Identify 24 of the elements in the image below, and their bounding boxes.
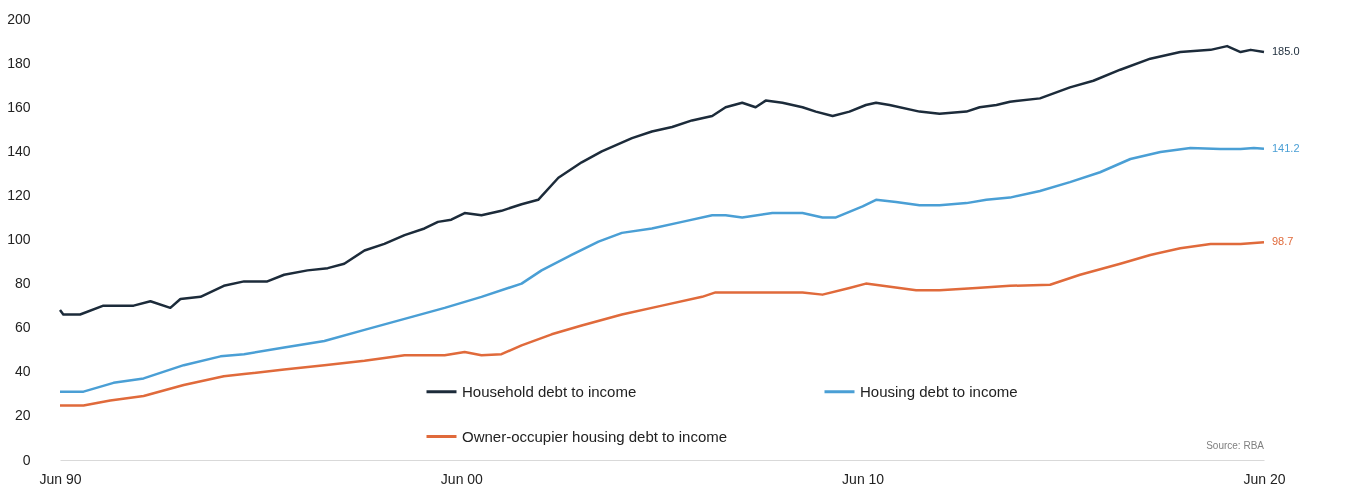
y-tick-label: 40 (14, 363, 31, 380)
line-series (58, 44, 1266, 316)
y-tick-label: 100 (7, 231, 31, 247)
y-tick-label: 80 (14, 275, 31, 292)
y-tick-label: 160 (7, 98, 31, 115)
y-tick-label: 180 (7, 54, 31, 71)
x-tick-label: Jun 00 (440, 470, 484, 487)
line-series (58, 241, 1266, 407)
x-tick-label: Jun 20 (1243, 470, 1286, 487)
x-tick-label: Jun 10 (842, 470, 885, 487)
y-tick-label: 120 (7, 186, 31, 203)
data-label: 185.0 (1272, 45, 1300, 58)
y-tick-label: 140 (7, 142, 31, 159)
data-label: 141.2 (1272, 141, 1300, 154)
y-tick-label: 200 (7, 10, 31, 27)
y-tick-label: 0 (22, 451, 31, 468)
legend-label: Owner-occupier housing debt to income (462, 427, 728, 445)
y-tick-label: 20 (14, 407, 31, 424)
data-label: 98.7 (1272, 235, 1294, 248)
annotation: Source: RBA (1206, 440, 1265, 451)
legend-label: Household debt to income (462, 382, 637, 400)
y-tick-label: 60 (14, 319, 31, 336)
x-tick-label: Jun 90 (39, 470, 82, 487)
legend-label: Housing debt to income (860, 382, 1018, 400)
